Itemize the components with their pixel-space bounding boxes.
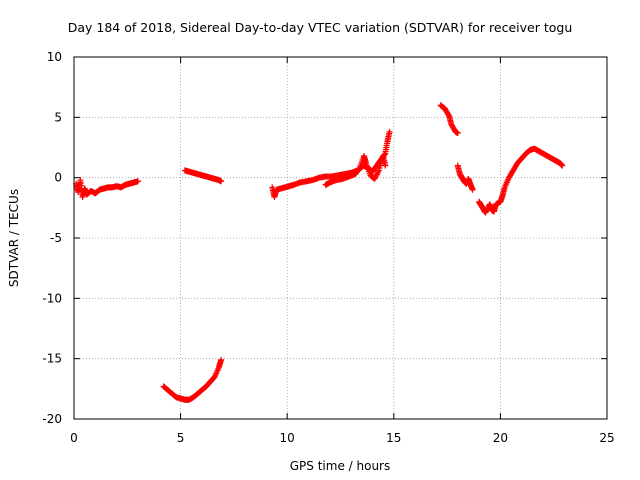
x-tick-label: 20	[493, 431, 508, 445]
data-point	[134, 178, 141, 185]
data-point	[218, 356, 225, 363]
data-point	[382, 162, 389, 169]
data-point	[355, 166, 362, 173]
y-tick-label: 0	[54, 171, 62, 185]
data-point	[386, 128, 393, 135]
y-tick-label: 10	[47, 50, 62, 64]
axis-ticks	[73, 56, 608, 420]
x-tick-label: 0	[70, 431, 78, 445]
data-point	[559, 162, 566, 169]
tick-labels: 0 5 10 15 20 25 -20 -15 -10 -5 0 5 10	[42, 50, 614, 445]
y-tick-label: -15	[42, 352, 62, 366]
y-tick-label: -10	[42, 291, 62, 305]
x-tick-label: 5	[177, 431, 185, 445]
data-point	[218, 178, 225, 185]
grid-lines	[74, 57, 607, 419]
y-axis-label: SDTVAR / TECUs	[7, 189, 21, 287]
data-point	[454, 130, 461, 137]
y-tick-label: 5	[54, 110, 62, 124]
chart-title: Day 184 of 2018, Sidereal Day-to-day VTE…	[68, 20, 573, 35]
y-tick-label: -20	[42, 412, 62, 426]
x-tick-label: 10	[280, 431, 295, 445]
x-tick-label: 15	[386, 431, 401, 445]
data-point	[469, 186, 476, 193]
x-axis-label: GPS time / hours	[290, 459, 391, 473]
x-tick-label: 25	[599, 431, 614, 445]
data-point	[445, 111, 452, 118]
y-tick-label: -5	[50, 231, 62, 245]
data-points	[73, 102, 566, 403]
